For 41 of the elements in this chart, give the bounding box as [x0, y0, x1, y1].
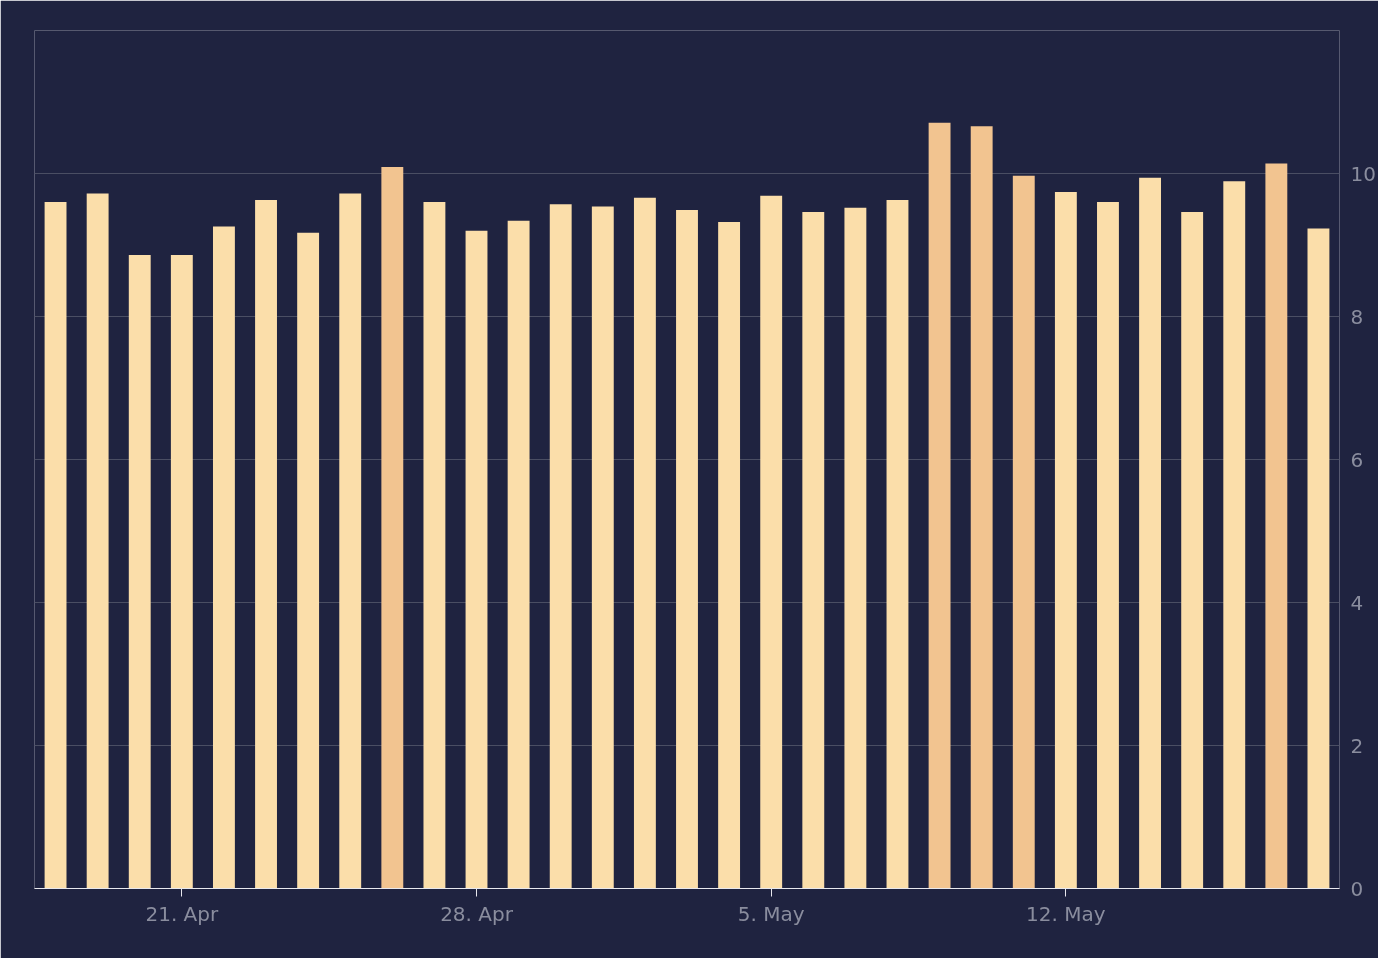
bar — [1139, 177, 1162, 889]
y-tick-label: 10 — [1350, 161, 1376, 186]
bar — [1265, 163, 1288, 889]
bar — [507, 220, 530, 889]
bar — [970, 126, 993, 889]
y-tick-label: 8 — [1350, 304, 1364, 329]
y-tick-label: 0 — [1350, 876, 1364, 901]
y-tick-label: 4 — [1350, 590, 1364, 615]
bar — [676, 209, 698, 889]
x-tick-label: 28. Apr — [440, 901, 514, 926]
bar — [339, 193, 362, 889]
bar — [549, 204, 572, 889]
y-tick-label: 6 — [1350, 447, 1364, 472]
bar — [1097, 202, 1119, 889]
bar — [128, 255, 151, 889]
bar — [760, 195, 783, 889]
bar — [423, 202, 446, 889]
bar — [381, 167, 404, 889]
bar — [886, 199, 909, 889]
bar — [928, 122, 951, 889]
bar — [1181, 212, 1204, 889]
bar — [591, 206, 614, 889]
bar — [1223, 181, 1246, 889]
bar — [86, 193, 109, 889]
bar — [633, 197, 656, 889]
bar — [212, 226, 235, 889]
y-tick-label: 2 — [1350, 733, 1364, 758]
x-tick-label: 21. Apr — [145, 901, 219, 926]
bar — [844, 207, 867, 889]
bar — [802, 212, 825, 889]
bar — [718, 222, 741, 889]
x-tick-label: 12. May — [1026, 901, 1106, 926]
bar — [297, 232, 320, 889]
bar — [44, 202, 67, 889]
bar — [255, 199, 277, 889]
bar — [170, 255, 193, 889]
bar — [1054, 192, 1077, 889]
x-tick-label: 5. May — [737, 901, 805, 926]
bar — [465, 230, 488, 889]
bar — [1307, 228, 1330, 889]
bar — [1012, 175, 1035, 889]
